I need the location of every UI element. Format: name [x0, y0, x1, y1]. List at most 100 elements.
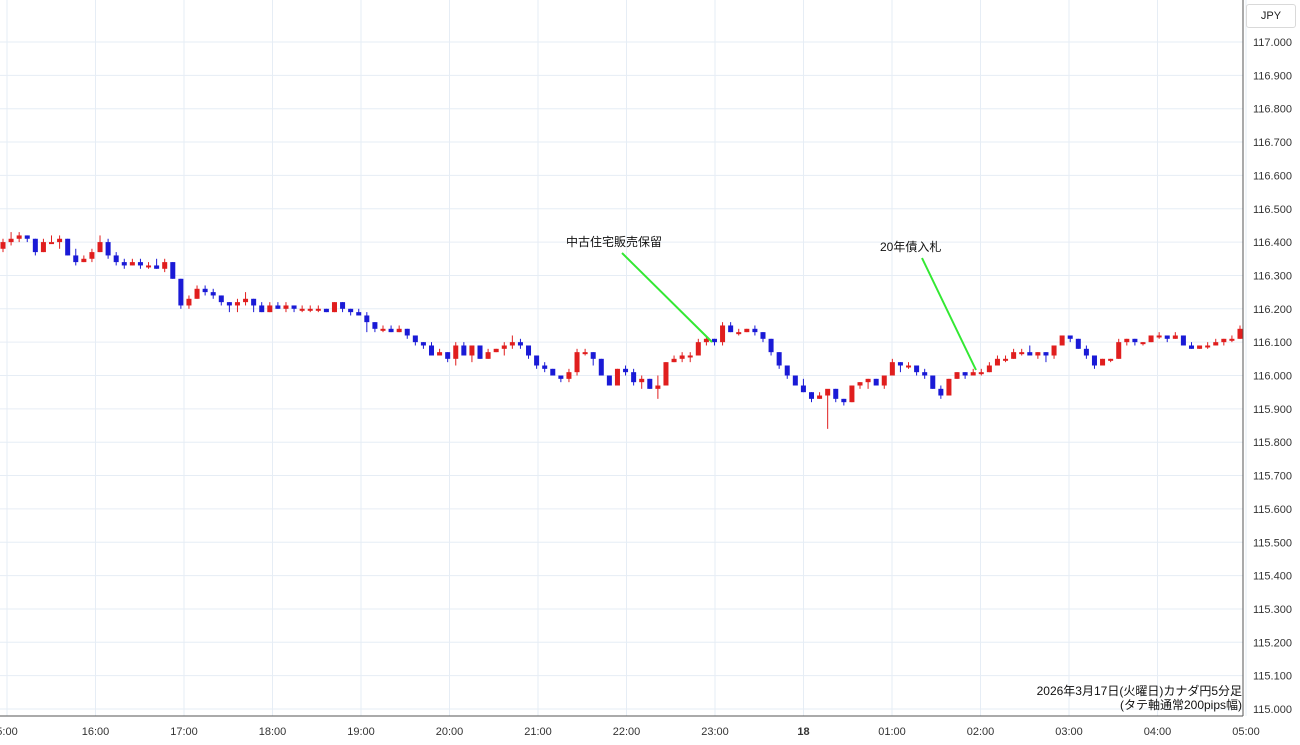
candle	[930, 375, 936, 389]
candle-body	[65, 238, 71, 256]
candle	[744, 328, 750, 333]
candle	[841, 398, 847, 406]
time-tick-label: 16:00	[82, 726, 110, 738]
candle	[922, 368, 928, 379]
currency-label[interactable]: JPY	[1246, 4, 1296, 28]
candle	[906, 362, 912, 369]
candle-body	[356, 312, 362, 316]
candle-body	[137, 262, 143, 266]
candle-body	[817, 395, 823, 399]
annotation-20yr-bond-auction: 20年債入札	[880, 239, 941, 254]
candle	[558, 375, 564, 383]
candle	[881, 375, 887, 389]
candle	[356, 308, 362, 316]
candle-body	[146, 265, 152, 268]
candle-body	[1221, 338, 1227, 343]
candle	[808, 392, 815, 403]
candle	[40, 238, 46, 253]
candle-body	[897, 362, 903, 366]
candle	[137, 258, 143, 269]
candle-body	[776, 352, 782, 366]
candle-body	[340, 302, 346, 309]
price-tick-label: 116.700	[1253, 137, 1292, 149]
candle-body	[1229, 338, 1235, 341]
candle	[784, 365, 790, 379]
candle-body	[1035, 352, 1041, 356]
candle	[146, 262, 152, 269]
price-tick-label: 115.200	[1253, 637, 1292, 649]
candle	[760, 332, 766, 343]
candle-body	[331, 302, 337, 313]
candle-series	[0, 232, 1243, 429]
candle-body	[234, 302, 240, 306]
time-tick-label: 02:00	[967, 726, 995, 738]
candle	[8, 232, 14, 246]
candle-body	[906, 365, 912, 368]
candle	[461, 342, 467, 356]
candle	[89, 248, 95, 263]
candle	[186, 295, 192, 309]
candle-body	[315, 308, 321, 311]
candle	[986, 362, 992, 373]
candle	[582, 348, 588, 356]
candle	[57, 235, 63, 249]
candle	[550, 368, 556, 376]
candle-body	[493, 348, 499, 353]
candle	[1205, 342, 1211, 349]
annotations: 中古住宅販売保留 20年債入札	[566, 234, 977, 371]
candle	[477, 345, 483, 359]
candle-body	[1003, 358, 1009, 361]
candle	[1140, 342, 1146, 346]
caption-line1: 2026年3月17日(火曜日)カナダ円5分足	[1036, 684, 1242, 698]
candle-body	[388, 328, 394, 333]
candle	[1067, 335, 1073, 343]
candle	[1027, 345, 1033, 356]
candle	[792, 375, 798, 386]
candle	[291, 305, 297, 313]
candle	[299, 305, 305, 313]
candle-body	[687, 355, 693, 358]
candle	[1188, 342, 1194, 349]
candle	[711, 338, 717, 346]
candle	[396, 325, 402, 333]
candle-body	[655, 385, 661, 389]
candle	[234, 298, 240, 313]
candle-body	[542, 365, 548, 369]
candle-body	[428, 345, 435, 356]
candle-body	[283, 305, 289, 309]
candle	[1108, 358, 1114, 363]
candle	[526, 345, 532, 359]
time-tick-label: 18:00	[259, 726, 287, 738]
candle-body	[218, 295, 224, 303]
candle	[889, 358, 895, 376]
candle-body	[461, 345, 467, 356]
candle	[728, 322, 734, 333]
candle	[428, 342, 435, 356]
candle	[542, 362, 548, 373]
candle	[113, 252, 119, 266]
candle-body	[259, 305, 265, 313]
candle	[380, 325, 386, 333]
candle-body	[833, 388, 839, 399]
time-tick-label: 22:00	[613, 726, 641, 738]
candle-body	[1164, 335, 1170, 339]
candle	[162, 258, 168, 273]
candle-body	[364, 315, 370, 323]
candle-body	[1059, 335, 1065, 346]
candle-body	[1124, 338, 1130, 343]
candle-body	[1156, 335, 1162, 338]
candle	[752, 325, 758, 336]
candle-body	[477, 345, 483, 359]
price-tick-label: 115.700	[1253, 471, 1292, 483]
price-tick-label: 116.900	[1253, 70, 1292, 82]
candle	[340, 302, 346, 313]
candle	[469, 345, 475, 363]
candle	[679, 352, 685, 363]
candle-body	[291, 305, 297, 309]
candle-body	[517, 342, 523, 346]
candle-body	[1140, 342, 1146, 345]
candle	[631, 368, 637, 386]
price-tick-label: 116.400	[1253, 237, 1292, 249]
candle	[97, 235, 103, 253]
candle	[194, 285, 200, 299]
